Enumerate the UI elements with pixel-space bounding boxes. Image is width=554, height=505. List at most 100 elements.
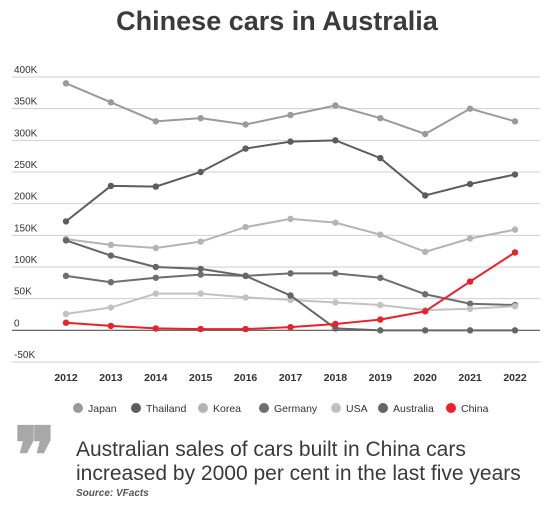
data-point <box>332 219 339 226</box>
data-point <box>466 180 474 188</box>
legend: Japan Thailand Korea Germany USA Australia Chi… <box>73 403 489 415</box>
legend-label: USA <box>346 403 368 415</box>
data-point <box>511 226 519 233</box>
legend-swatch <box>446 403 456 413</box>
data-point <box>197 168 204 176</box>
data-point <box>287 292 294 299</box>
legend-swatch <box>131 403 141 413</box>
data-point <box>152 325 159 332</box>
data-point <box>422 192 429 199</box>
data-point <box>287 111 294 119</box>
data-point <box>287 296 294 304</box>
data-point <box>466 105 474 112</box>
data-point <box>377 327 384 334</box>
x-axis-ticks: 2012 2013 2014 2015 2016 2017 2018 2019 2020 2021… <box>54 372 527 384</box>
legend-label: China <box>461 403 489 415</box>
data-point <box>422 308 429 315</box>
y-tick-label: 400K <box>14 65 38 76</box>
x-tick-label: 2015 <box>189 372 213 384</box>
data-point <box>152 263 159 271</box>
data-point <box>466 235 474 242</box>
legend-label: Japan <box>88 403 117 415</box>
data-point <box>377 301 384 309</box>
series-line <box>65 239 515 332</box>
quote-mark-icon: ❞ <box>14 411 56 502</box>
y-tick-label: 300K <box>14 128 38 139</box>
data-point <box>287 323 294 331</box>
data-point <box>422 327 429 334</box>
data-point <box>62 237 70 244</box>
data-point <box>62 319 70 326</box>
data-point <box>152 274 159 281</box>
data-point <box>152 244 159 252</box>
chart-title: Chinese cars in Australia <box>116 6 438 36</box>
y-tick-label: 50K <box>14 287 32 298</box>
data-point <box>107 322 115 330</box>
data-point <box>107 241 115 249</box>
data-point <box>107 279 115 286</box>
x-tick-label: 2019 <box>369 372 393 384</box>
data-point <box>511 303 519 310</box>
series-china <box>62 249 519 333</box>
x-tick-label: 2014 <box>144 372 168 384</box>
data-point <box>511 171 519 178</box>
data-point <box>287 138 294 145</box>
data-point <box>422 248 429 255</box>
data-point <box>332 325 339 332</box>
data-point <box>107 99 115 106</box>
data-point <box>107 304 115 311</box>
data-point <box>511 118 519 125</box>
data-point <box>197 238 204 245</box>
y-tick-label: 200K <box>14 192 38 203</box>
series-germany <box>62 270 519 309</box>
x-tick-label: 2016 <box>234 372 258 384</box>
legend-label: Korea <box>213 403 241 415</box>
data-point <box>332 299 339 306</box>
legend-swatch <box>331 403 341 413</box>
data-point <box>62 218 70 225</box>
data-point <box>152 183 159 190</box>
data-point <box>466 300 474 307</box>
x-tick-label: 2018 <box>324 372 348 384</box>
data-point <box>466 278 474 285</box>
data-point <box>62 310 70 318</box>
source-note: Source: VFacts <box>76 488 149 499</box>
data-point <box>511 249 519 256</box>
y-tick-label: 100K <box>14 255 38 266</box>
line-chart: -50K 0 50K 100K 150K 200K 250K 300K 350K 400K 201… <box>12 65 540 415</box>
data-point <box>332 320 339 328</box>
y-tick-label: 150K <box>14 223 38 234</box>
data-point <box>242 145 249 152</box>
data-point <box>107 182 115 190</box>
y-tick-label: 250K <box>14 160 38 171</box>
data-point <box>107 252 115 259</box>
x-tick-label: 2012 <box>54 372 78 384</box>
data-point <box>197 325 204 333</box>
x-tick-label: 2017 <box>279 372 303 384</box>
legend-swatch <box>73 403 83 413</box>
data-point <box>197 265 204 273</box>
data-point <box>377 154 384 162</box>
legend-swatch <box>378 403 388 413</box>
data-point <box>152 118 159 125</box>
data-point <box>287 270 294 277</box>
gridlines <box>12 76 540 363</box>
legend-label: Thailand <box>146 403 186 415</box>
data-point <box>377 114 384 122</box>
data-point <box>62 80 70 87</box>
y-tick-label: 0 <box>14 318 20 329</box>
data-point <box>377 316 384 323</box>
data-point <box>287 215 294 223</box>
data-point <box>62 272 70 280</box>
data-point <box>466 327 474 334</box>
series-lines <box>62 80 519 334</box>
legend-label: Germany <box>274 403 318 415</box>
series-japan <box>62 80 519 138</box>
series-australia <box>62 237 519 334</box>
data-point <box>332 137 339 144</box>
caption: Australian sales of cars built in China … <box>76 438 521 485</box>
legend-swatch <box>198 403 208 413</box>
data-point <box>242 294 249 301</box>
data-point <box>197 114 204 122</box>
legend-swatch <box>259 403 269 413</box>
